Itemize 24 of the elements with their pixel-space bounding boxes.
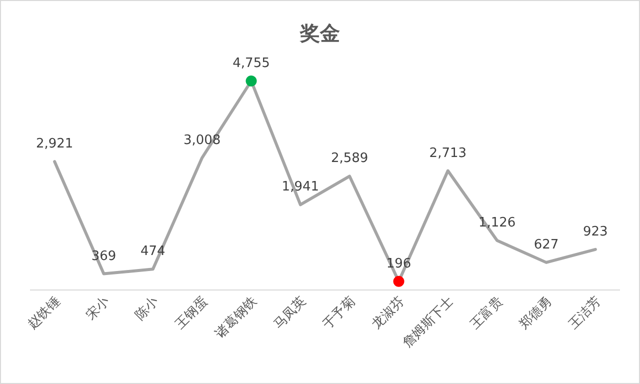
x-tick-label: 赵铁锤 bbox=[25, 294, 64, 332]
data-label: 4,755 bbox=[232, 56, 270, 71]
x-tick-label: 王富贵 bbox=[467, 294, 506, 332]
data-label: 369 bbox=[91, 248, 116, 264]
data-label: 1,941 bbox=[282, 180, 320, 195]
x-tick-label: 龙淑芬 bbox=[369, 294, 408, 332]
data-label: 627 bbox=[534, 237, 559, 252]
data-label: 3,008 bbox=[183, 132, 221, 148]
data-label: 196 bbox=[386, 256, 412, 272]
data-label: 1,126 bbox=[478, 216, 516, 231]
x-tick-label: 马凤英 bbox=[271, 294, 310, 332]
data-label: 2,713 bbox=[429, 146, 467, 161]
data-label: 2,589 bbox=[330, 151, 368, 166]
x-tick-label: 郑德勇 bbox=[516, 294, 556, 332]
data-label: 474 bbox=[140, 244, 166, 260]
x-tick-label: 王钢蛋 bbox=[172, 294, 211, 332]
data-label: 923 bbox=[583, 224, 608, 240]
x-tick-label: 陈小 bbox=[132, 294, 162, 324]
x-tick-label: 诸葛钢铁 bbox=[212, 294, 260, 342]
x-tick-label: 王洁芳 bbox=[566, 294, 604, 332]
x-tick-label: 宋小 bbox=[82, 294, 113, 324]
chart-title: 奖金 bbox=[299, 21, 340, 45]
data-label: 2,921 bbox=[36, 136, 74, 152]
x-tick-label: 于予菊 bbox=[320, 294, 358, 332]
